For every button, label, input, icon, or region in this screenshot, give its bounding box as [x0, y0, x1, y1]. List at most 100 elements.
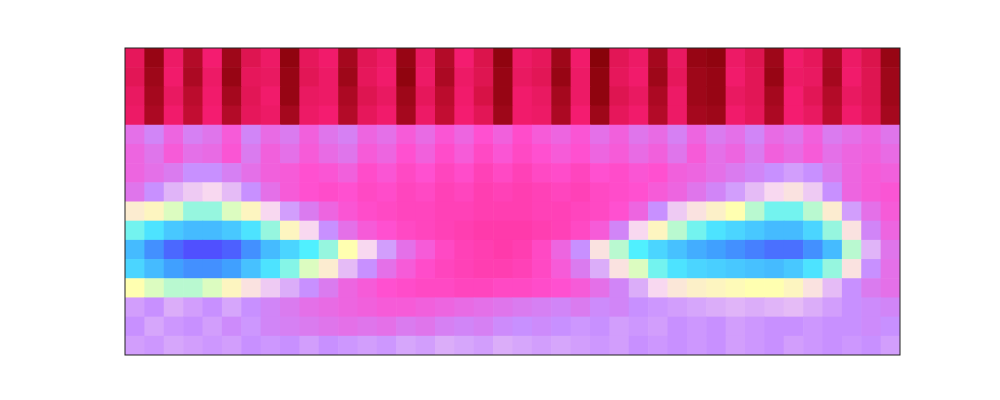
heat-cell: [377, 278, 397, 298]
heat-cell: [764, 202, 784, 222]
heat-cell: [706, 202, 726, 222]
heat-cell: [629, 240, 649, 260]
heat-cell: [241, 336, 261, 355]
heat-cell: [280, 240, 300, 260]
heat-cell: [203, 182, 223, 202]
heat-cell: [629, 336, 649, 355]
heat-cell: [222, 67, 242, 87]
heat-cell: [454, 202, 474, 222]
heat-cell: [183, 182, 203, 202]
heat-cell: [416, 297, 436, 317]
heat-cell: [784, 278, 804, 298]
heat-cell: [396, 67, 416, 87]
heat-cell: [745, 259, 765, 279]
heat-cell: [571, 106, 591, 126]
heat-cell: [609, 48, 629, 68]
heat-cell: [571, 163, 591, 183]
heat-cell: [261, 336, 281, 355]
heat-cell: [861, 67, 881, 87]
heat-cell: [454, 182, 474, 202]
heat-cell: [881, 125, 900, 145]
heat-cell: [299, 182, 319, 202]
heat-cell: [648, 67, 668, 87]
heat-cell: [881, 297, 900, 317]
heat-cell: [706, 259, 726, 279]
heat-cell: [164, 317, 184, 337]
heat-cell: [590, 144, 610, 164]
heat-cell: [377, 317, 397, 337]
heat-cell: [784, 259, 804, 279]
plot-frame: [125, 48, 900, 355]
heat-cell: [823, 202, 843, 222]
heat-cell: [416, 317, 436, 337]
heat-cell: [203, 48, 223, 68]
heat-cell: [222, 317, 242, 337]
heat-cell: [861, 278, 881, 298]
heat-cell: [144, 86, 164, 106]
heat-cell: [532, 240, 552, 260]
heat-cell: [358, 86, 378, 106]
heat-cell: [881, 144, 900, 164]
heat-cell: [571, 202, 591, 222]
heat-cell: [338, 144, 358, 164]
heat-cell: [706, 278, 726, 298]
heat-cell: [435, 144, 455, 164]
heat-cell: [493, 163, 513, 183]
heat-cell: [203, 86, 223, 106]
heat-cell: [881, 202, 900, 222]
heat-cell: [416, 221, 436, 241]
heat-cell: [571, 67, 591, 87]
heat-cell: [629, 163, 649, 183]
heat-cell: [144, 221, 164, 241]
heat-cell: [551, 259, 571, 279]
heat-cell: [125, 182, 145, 202]
heat-cell: [125, 240, 145, 260]
heat-cell: [396, 144, 416, 164]
heat-cell: [319, 297, 339, 317]
heat-cell: [648, 86, 668, 106]
heat-cell: [435, 86, 455, 106]
heat-cell: [435, 106, 455, 126]
heat-cell: [629, 259, 649, 279]
heat-cell: [803, 240, 823, 260]
heat-cell: [396, 259, 416, 279]
heat-cells: [125, 48, 900, 355]
heat-cell: [474, 163, 494, 183]
heat-cell: [764, 144, 784, 164]
heat-cell: [164, 240, 184, 260]
heat-cell: [435, 336, 455, 355]
heat-cell: [338, 221, 358, 241]
heat-cell: [745, 163, 765, 183]
heat-cell: [203, 297, 223, 317]
heat-cell: [706, 125, 726, 145]
heat-cell: [396, 163, 416, 183]
heat-cell: [377, 125, 397, 145]
heat-cell: [726, 259, 746, 279]
heat-cell: [280, 163, 300, 183]
heat-cell: [764, 86, 784, 106]
heat-cell: [416, 278, 436, 298]
heat-cell: [454, 67, 474, 87]
heat-cell: [183, 144, 203, 164]
heat-cell: [745, 125, 765, 145]
heat-cell: [125, 278, 145, 298]
heat-cell: [803, 125, 823, 145]
heat-cell: [338, 125, 358, 145]
heat-cell: [687, 221, 707, 241]
heat-cell: [726, 144, 746, 164]
heat-cell: [745, 202, 765, 222]
heat-cell: [551, 221, 571, 241]
heat-cell: [513, 182, 533, 202]
heat-cell: [125, 106, 145, 126]
heat-cell: [609, 297, 629, 317]
heat-cell: [726, 48, 746, 68]
heat-cell: [609, 163, 629, 183]
heat-cell: [532, 278, 552, 298]
heat-cell: [532, 336, 552, 355]
heat-cell: [629, 221, 649, 241]
heat-cell: [358, 278, 378, 298]
heat-cell: [183, 278, 203, 298]
heat-cell: [377, 297, 397, 317]
heat-cell: [396, 182, 416, 202]
heat-cell: [648, 336, 668, 355]
